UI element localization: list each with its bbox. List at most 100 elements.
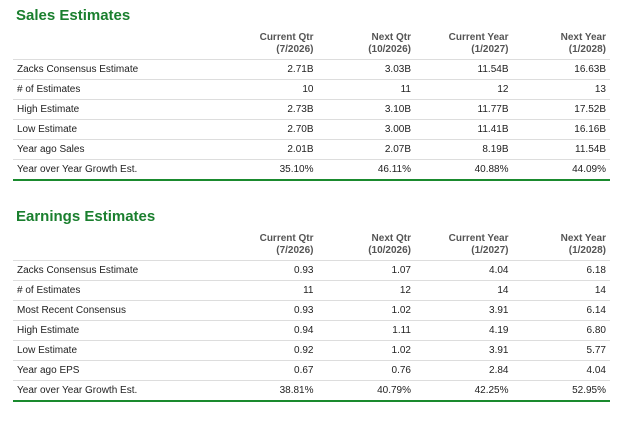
cell-value: 52.95%: [512, 380, 610, 402]
sales-header-current-qtr-date: (7/2026): [276, 44, 314, 55]
cell-value: 1.11: [317, 320, 415, 341]
cell-value: 13: [512, 79, 610, 100]
cell-value: 0.92: [220, 340, 318, 361]
sales-header-next-year: Next Year (1/2028): [513, 32, 611, 60]
row-label: High Estimate: [13, 99, 220, 120]
cell-value: 2.07B: [317, 139, 415, 160]
earnings-estimates-title: Earnings Estimates: [16, 208, 156, 225]
earnings-header-next-qtr-date: (10/2026): [368, 245, 411, 256]
table-row: Year ago EPS 0.67 0.76 2.84 4.04: [13, 360, 610, 381]
row-label: Low Estimate: [13, 340, 220, 361]
cell-value: 14: [415, 280, 513, 301]
sales-header-next-year-date: (1/2028): [568, 44, 606, 55]
cell-value: 40.79%: [317, 380, 415, 402]
row-label: Low Estimate: [13, 119, 220, 140]
cell-value: 3.91: [415, 340, 513, 361]
earnings-header-blank: [13, 233, 220, 261]
cell-value: 12: [415, 79, 513, 100]
cell-value: 0.93: [220, 300, 318, 321]
sales-header-row: Current Qtr (7/2026) Next Qtr (10/2026) Cu…: [13, 32, 610, 60]
table-row: High Estimate 0.94 1.11 4.19 6.80: [13, 320, 610, 341]
table-row: Low Estimate 2.70B 3.00B 11.41B 16.16B: [13, 119, 610, 140]
cell-value: 11.54B: [512, 139, 610, 160]
cell-value: 0.93: [220, 260, 318, 281]
cell-value: 6.18: [512, 260, 610, 281]
table-row: Year over Year Growth Est. 35.10% 46.11%…: [13, 159, 610, 181]
sales-header-current-year-date: (1/2027): [471, 44, 509, 55]
earnings-header-next-qtr-label: Next Qtr: [371, 233, 411, 244]
cell-value: 2.01B: [220, 139, 318, 160]
cell-value: 38.81%: [220, 380, 318, 402]
table-row: Zacks Consensus Estimate 0.93 1.07 4.04 …: [13, 260, 610, 281]
cell-value: 6.80: [512, 320, 610, 341]
cell-value: 4.04: [512, 360, 610, 381]
table-row: Zacks Consensus Estimate 2.71B 3.03B 11.…: [13, 59, 610, 80]
table-row: # of Estimates 10 11 12 13: [13, 79, 610, 100]
cell-value: 11.77B: [415, 99, 513, 120]
earnings-header-row: Current Qtr (7/2026) Next Qtr (10/2026) Cu…: [13, 233, 610, 261]
sales-header-next-qtr-label: Next Qtr: [371, 32, 411, 43]
cell-value: 16.63B: [512, 59, 610, 80]
row-label: Zacks Consensus Estimate: [13, 59, 220, 80]
table-row: Most Recent Consensus 0.93 1.02 3.91 6.1…: [13, 300, 610, 321]
sales-header-next-qtr: Next Qtr (10/2026): [318, 32, 416, 60]
cell-value: 14: [512, 280, 610, 301]
earnings-header-current-year-label: Current Year: [448, 233, 509, 244]
cell-value: 17.52B: [512, 99, 610, 120]
cell-value: 40.88%: [415, 159, 513, 181]
sales-header-blank: [13, 32, 220, 60]
cell-value: 4.19: [415, 320, 513, 341]
cell-value: 1.02: [317, 340, 415, 361]
cell-value: 1.07: [317, 260, 415, 281]
sales-header-current-year-label: Current Year: [448, 32, 509, 43]
sales-header-next-qtr-date: (10/2026): [368, 44, 411, 55]
row-label: # of Estimates: [13, 79, 220, 100]
cell-value: 0.67: [220, 360, 318, 381]
earnings-header-current-qtr-date: (7/2026): [276, 245, 314, 256]
earnings-header-next-qtr: Next Qtr (10/2026): [318, 233, 416, 261]
table-row: High Estimate 2.73B 3.10B 11.77B 17.52B: [13, 99, 610, 120]
sales-header-current-year: Current Year (1/2027): [415, 32, 513, 60]
sales-header-current-qtr: Current Qtr (7/2026): [220, 32, 318, 60]
row-label: Most Recent Consensus: [13, 300, 220, 321]
earnings-header-next-year-label: Next Year: [560, 233, 606, 244]
cell-value: 11.41B: [415, 119, 513, 140]
cell-value: 1.02: [317, 300, 415, 321]
table-row: Year ago Sales 2.01B 2.07B 8.19B 11.54B: [13, 139, 610, 160]
cell-value: 3.10B: [317, 99, 415, 120]
cell-value: 3.00B: [317, 119, 415, 140]
cell-value: 2.73B: [220, 99, 318, 120]
cell-value: 35.10%: [220, 159, 318, 181]
earnings-estimates-table: Current Qtr (7/2026) Next Qtr (10/2026) Cu…: [13, 233, 610, 402]
row-label: High Estimate: [13, 320, 220, 341]
row-label: Year ago Sales: [13, 139, 220, 160]
cell-value: 42.25%: [415, 380, 513, 402]
cell-value: 0.76: [317, 360, 415, 381]
cell-value: 11: [317, 79, 415, 100]
cell-value: 12: [317, 280, 415, 301]
cell-value: 46.11%: [317, 159, 415, 181]
cell-value: 44.09%: [512, 159, 610, 181]
cell-value: 3.03B: [317, 59, 415, 80]
table-row: Year over Year Growth Est. 38.81% 40.79%…: [13, 380, 610, 402]
row-label: # of Estimates: [13, 280, 220, 301]
cell-value: 5.77: [512, 340, 610, 361]
earnings-header-next-year: Next Year (1/2028): [513, 233, 611, 261]
sales-header-next-year-label: Next Year: [560, 32, 606, 43]
earnings-header-current-year: Current Year (1/2027): [415, 233, 513, 261]
cell-value: 0.94: [220, 320, 318, 341]
row-label: Year ago EPS: [13, 360, 220, 381]
cell-value: 11: [220, 280, 318, 301]
cell-value: 2.70B: [220, 119, 318, 140]
row-label: Year over Year Growth Est.: [13, 159, 220, 181]
sales-header-current-qtr-label: Current Qtr: [259, 32, 314, 43]
sales-estimates-title: Sales Estimates: [16, 7, 131, 24]
table-row: Low Estimate 0.92 1.02 3.91 5.77: [13, 340, 610, 361]
earnings-header-current-qtr: Current Qtr (7/2026): [220, 233, 318, 261]
earnings-header-next-year-date: (1/2028): [568, 245, 606, 256]
row-label: Zacks Consensus Estimate: [13, 260, 220, 281]
table-row: # of Estimates 11 12 14 14: [13, 280, 610, 301]
cell-value: 4.04: [415, 260, 513, 281]
cell-value: 2.84: [415, 360, 513, 381]
cell-value: 10: [220, 79, 318, 100]
